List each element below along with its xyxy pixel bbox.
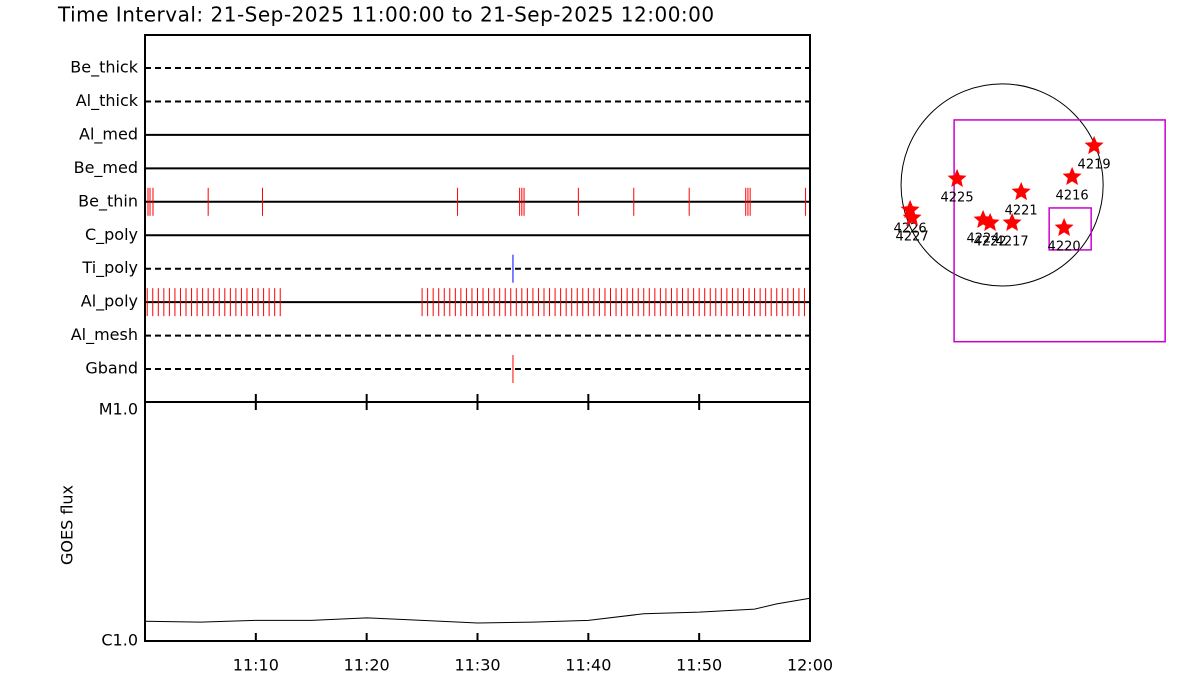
row-label: Al_mesh <box>71 325 138 345</box>
active-region <box>1054 217 1074 236</box>
y-tick-label: M1.0 <box>99 400 138 419</box>
row-label: Ti_poly <box>81 258 138 278</box>
region-label: 4224 <box>967 231 1000 246</box>
row-label: Al_thick <box>76 91 139 111</box>
x-tick-label: 11:10 <box>233 656 279 675</box>
active-region <box>1002 212 1022 231</box>
region-label: 4222 <box>974 234 1007 249</box>
row-label: Gband <box>85 359 138 378</box>
active-region <box>902 207 922 226</box>
row-label: Be_med <box>74 158 138 178</box>
y-axis-label: GOES flux <box>58 485 77 565</box>
active-region <box>980 212 1000 231</box>
row-label: Al_med <box>79 124 138 144</box>
active-region <box>1084 135 1104 154</box>
x-tick-label: 11:30 <box>454 656 500 675</box>
x-tick-label: 11:40 <box>565 656 611 675</box>
region-label: 4217 <box>996 234 1029 249</box>
active-region <box>947 168 967 187</box>
plot-frame <box>144 34 811 642</box>
row-label: C_poly <box>85 225 138 245</box>
x-tick-label: 12:00 <box>787 656 833 675</box>
x-tick-label: 11:50 <box>676 656 722 675</box>
region-label: 4227 <box>896 229 929 244</box>
active-region <box>1062 166 1082 185</box>
region-label: 4221 <box>1005 203 1038 218</box>
row-label: Al_poly <box>81 292 138 312</box>
region-label: 4219 <box>1078 157 1111 172</box>
region-label: 4220 <box>1048 239 1081 254</box>
row-label: Be_thin <box>78 191 138 211</box>
region-label: 4216 <box>1056 188 1089 203</box>
row-label: Be_thick <box>70 58 138 78</box>
active-region <box>973 209 993 228</box>
region-label: 4226 <box>894 221 927 236</box>
field-of-view <box>953 119 1166 343</box>
active-region <box>900 199 920 218</box>
x-tick-label: 11:20 <box>344 656 390 675</box>
chart-title: Time Interval: 21-Sep-2025 11:00:00 to 2… <box>57 3 715 27</box>
y-tick-label: C1.0 <box>101 631 138 650</box>
solar-disk <box>900 83 1104 287</box>
field-of-view <box>1048 207 1092 251</box>
active-region <box>1011 182 1031 201</box>
region-label: 4225 <box>941 190 974 205</box>
flux-line <box>144 597 811 624</box>
